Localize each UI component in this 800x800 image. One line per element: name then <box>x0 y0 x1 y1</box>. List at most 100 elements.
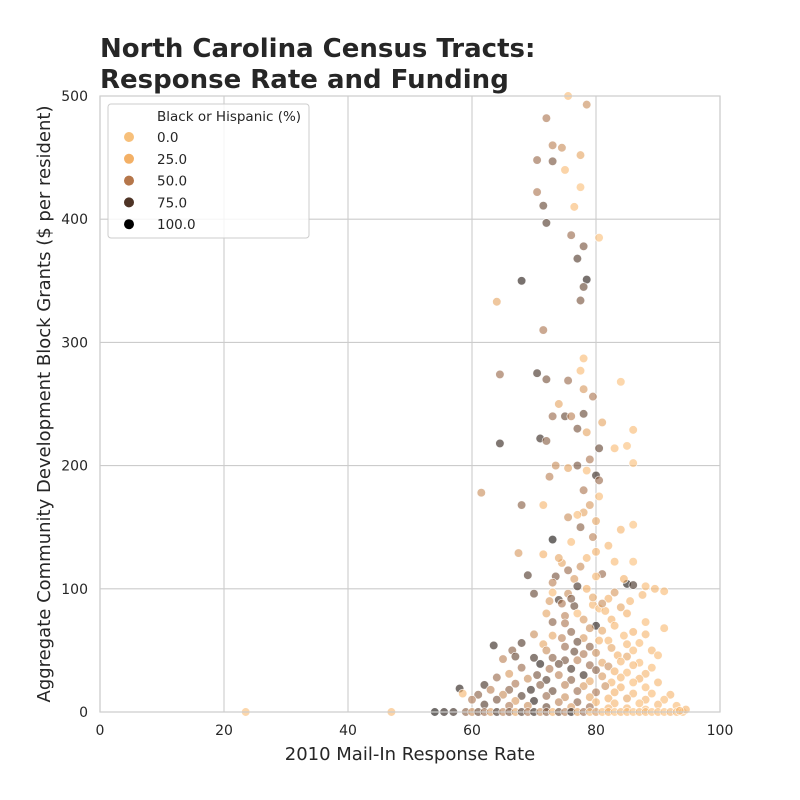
data-point <box>578 384 589 394</box>
data-point <box>628 645 638 656</box>
x-axis-label: 2010 Mail-In Response Rate <box>285 744 535 765</box>
data-point <box>578 670 589 680</box>
data-point <box>659 623 669 633</box>
data-point <box>647 662 657 673</box>
data-point <box>566 411 576 421</box>
data-point <box>650 584 660 594</box>
data-point <box>572 655 583 665</box>
data-point <box>563 565 573 575</box>
data-point <box>578 614 589 625</box>
data-point <box>659 586 669 596</box>
data-point <box>594 475 604 486</box>
data-point <box>557 143 567 153</box>
data-point <box>495 438 505 449</box>
data-point <box>541 218 552 228</box>
data-point <box>675 706 685 716</box>
data-point <box>489 640 499 651</box>
data-point <box>622 608 632 619</box>
data-point <box>535 680 545 690</box>
data-point <box>578 409 589 419</box>
data-point <box>560 618 570 628</box>
data-point <box>585 660 595 670</box>
data-point <box>665 690 676 700</box>
data-point <box>609 443 620 454</box>
data-point <box>476 488 486 498</box>
data-point <box>557 598 567 609</box>
data-point <box>510 679 521 689</box>
data-point <box>575 366 586 376</box>
data-point <box>591 697 601 707</box>
data-point <box>616 602 626 612</box>
data-point <box>622 667 632 678</box>
data-point <box>479 680 490 690</box>
data-point <box>609 666 620 676</box>
data-point <box>572 697 583 707</box>
x-tick-labels: 0 20 40 60 80 100 <box>96 723 734 739</box>
data-point <box>547 156 558 166</box>
data-point <box>544 664 555 674</box>
data-point <box>591 547 601 557</box>
legend-label: 100.0 <box>157 217 196 233</box>
data-point <box>640 682 651 693</box>
data-point <box>532 368 542 378</box>
data-point <box>582 99 592 110</box>
data-point <box>591 571 601 582</box>
data-point <box>563 463 573 473</box>
data-point <box>538 500 548 510</box>
legend-marker <box>124 219 134 230</box>
data-point <box>541 608 552 619</box>
data-point <box>557 633 567 643</box>
data-point <box>640 629 651 640</box>
data-point <box>575 295 586 306</box>
data-point <box>606 643 617 653</box>
legend-label: 0.0 <box>157 130 178 146</box>
data-point <box>591 665 601 675</box>
data-point <box>467 695 477 705</box>
data-point <box>535 659 545 669</box>
data-point <box>572 510 583 520</box>
data-point <box>538 549 548 559</box>
legend-marker <box>124 197 134 208</box>
y-tick-label: 0 <box>79 705 88 721</box>
data-point <box>628 580 638 590</box>
data-point <box>619 574 629 584</box>
data-point <box>563 512 573 522</box>
chart-title-line-1: North Carolina Census Tracts: <box>100 34 535 64</box>
data-point <box>560 692 570 702</box>
data-point <box>538 325 548 335</box>
data-point <box>551 460 561 471</box>
data-point <box>594 233 604 243</box>
data-point <box>634 638 645 648</box>
data-point <box>591 648 601 658</box>
data-point <box>637 590 648 600</box>
data-point <box>588 592 598 603</box>
x-tick-label: 80 <box>587 723 605 739</box>
data-point <box>541 113 552 123</box>
data-point <box>659 695 669 705</box>
y-tick-labels: 0 100 200 300 400 500 <box>61 89 88 721</box>
data-point <box>523 674 533 684</box>
data-point <box>523 570 533 580</box>
data-point <box>628 425 638 435</box>
x-tick-label: 40 <box>339 723 357 739</box>
data-point <box>547 630 558 641</box>
data-point <box>628 520 638 530</box>
data-point <box>547 534 558 545</box>
legend-marker <box>124 175 134 186</box>
data-point <box>585 642 595 652</box>
data-point <box>582 465 592 476</box>
y-tick-label: 500 <box>61 89 88 105</box>
data-point <box>473 690 483 700</box>
data-point <box>458 688 468 699</box>
data-point <box>504 669 514 679</box>
legend-label: 50.0 <box>157 174 187 190</box>
data-point <box>585 454 595 465</box>
plot-frame <box>99 95 721 713</box>
data-point <box>532 187 542 197</box>
data-point <box>653 677 663 688</box>
data-point <box>578 681 589 691</box>
data-point <box>575 182 586 192</box>
data-point <box>572 423 583 434</box>
data-point <box>616 682 626 693</box>
data-point <box>594 491 604 502</box>
